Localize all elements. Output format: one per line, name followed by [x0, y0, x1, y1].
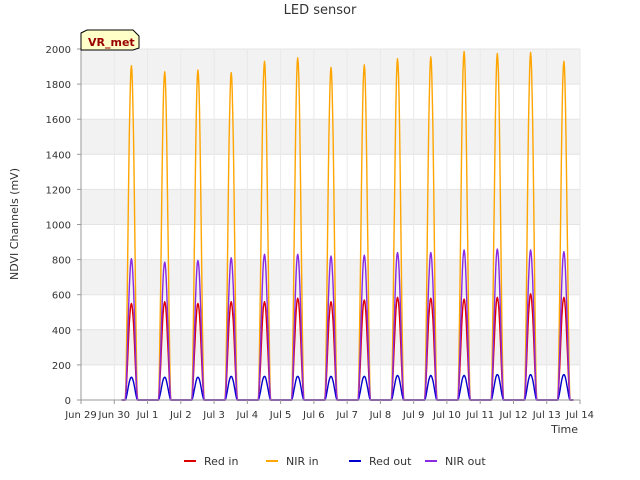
y-tick-label: 200: [52, 361, 71, 372]
site-badge-label: VR_met: [88, 36, 135, 49]
y-tick-label: 400: [52, 326, 71, 337]
x-tick-label: Jul 13: [532, 410, 561, 421]
x-tick-label: Jul 14: [565, 410, 594, 421]
x-tick-label: Jun 29: [64, 410, 97, 421]
x-tick-label: Jul 10: [432, 410, 461, 421]
chart-title: LED sensor: [284, 3, 357, 18]
x-tick-label: Jul 8: [369, 410, 392, 421]
x-tick-label: Jul 7: [335, 410, 358, 421]
y-tick-label: 600: [52, 291, 71, 302]
grid-band: [81, 189, 580, 225]
y-axis-label: NDVI Channels (mV): [8, 168, 21, 280]
legend: Red in NIR in Red out NIR out: [184, 455, 486, 468]
y-tick-label: 1400: [46, 150, 71, 161]
y-tick-label: 0: [65, 396, 71, 407]
x-tick-label: Jul 3: [202, 410, 225, 421]
x-tick-label: Jul 9: [402, 410, 425, 421]
y-axis: 0 200 400 600 800 1000 1200 1400 1600 1800 2000: [46, 45, 82, 407]
x-tick-label: Jul 4: [236, 410, 259, 421]
y-tick-label: 2000: [46, 45, 71, 56]
y-tick-label: 1200: [46, 185, 71, 196]
legend-label: NIR out: [445, 455, 486, 468]
site-badge: VR_met: [80, 29, 140, 51]
x-tick-label: Jul 1: [136, 410, 159, 421]
x-tick-label: Jul 11: [465, 410, 494, 421]
grid-band: [81, 329, 580, 365]
x-tick-label: Jul 12: [498, 410, 527, 421]
grid-bands: [81, 48, 580, 401]
legend-label: Red in: [204, 455, 238, 468]
x-tick-label: Jul 2: [169, 410, 192, 421]
x-tick-label: Jul 5: [269, 410, 292, 421]
legend-label: NIR in: [286, 455, 319, 468]
legend-label: Red out: [369, 455, 412, 468]
y-tick-label: 800: [52, 256, 71, 267]
y-tick-label: 1600: [46, 115, 71, 126]
grid-band: [81, 119, 580, 155]
x-axis-label: Time: [550, 423, 578, 436]
x-tick-label: Jun 30: [98, 410, 131, 421]
y-tick-label: 1000: [46, 221, 71, 232]
x-axis: Jun 29 Jun 30 Jul 1 Jul 2 Jul 3 Jul 4 Jul 5 Jul…: [64, 399, 594, 421]
y-tick-label: 1800: [46, 80, 71, 91]
site-badge-box: [80, 29, 140, 51]
x-tick-label: Jul 6: [302, 410, 325, 421]
